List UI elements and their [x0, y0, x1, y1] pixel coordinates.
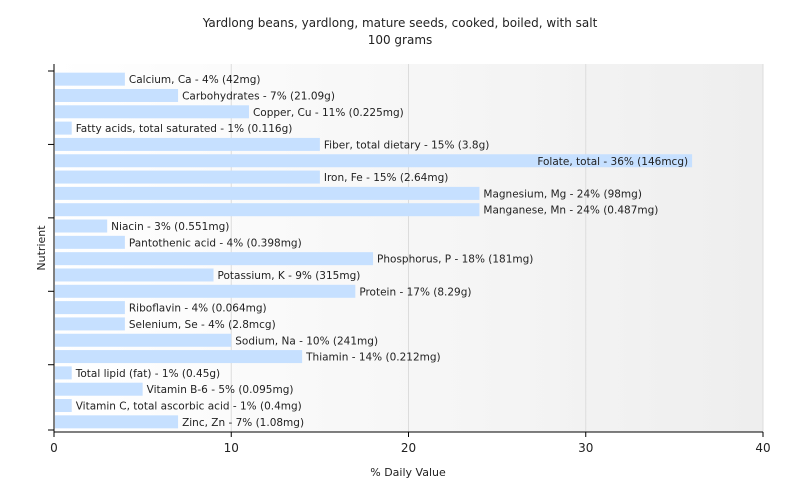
bar-value-label: Folate, total - 36% (146mcg) [537, 156, 688, 168]
bar-value-label: Vitamin C, total ascorbic acid - 1% (0.4… [76, 401, 302, 413]
bar [55, 121, 72, 135]
bar-value-label: Potassium, K - 9% (315mg) [218, 270, 361, 282]
x-tick-labels: 0 10 20 30 40 [50, 441, 770, 455]
bar [55, 350, 303, 364]
bar-value-label: Phosphorus, P - 18% (181mg) [377, 254, 533, 266]
bar [55, 366, 72, 380]
bar-value-label: Total lipid (fat) - 1% (0.45g) [75, 368, 220, 380]
y-axis-label: Nutrient [35, 225, 48, 271]
bar-value-label: Manganese, Mn - 24% (0.487mg) [483, 205, 658, 217]
bar [55, 105, 249, 119]
x-axis-label: % Daily Value [370, 466, 446, 479]
bar [55, 235, 125, 249]
bar [55, 170, 320, 184]
bar [55, 72, 125, 86]
bar [55, 186, 480, 200]
bar [55, 301, 125, 315]
bar-value-label: Protein - 17% (8.29g) [359, 286, 471, 298]
bar [55, 219, 108, 233]
axes [48, 64, 764, 437]
bar [55, 203, 480, 217]
bar-labels: Calcium, Ca - 4% (42mg) Carbohydrates - 7… [75, 74, 688, 429]
bar-value-label: Niacin - 3% (0.551mg) [111, 221, 229, 233]
bar-value-label: Carbohydrates - 7% (21.09g) [182, 90, 335, 102]
bar-value-label: Calcium, Ca - 4% (42mg) [129, 74, 261, 86]
gridlines [230, 64, 764, 432]
bars [55, 72, 693, 429]
bar-value-label: Zinc, Zn - 7% (1.08mg) [182, 417, 304, 429]
bar [55, 317, 125, 331]
bar [55, 268, 214, 282]
bar [55, 252, 374, 266]
bar [55, 333, 232, 347]
bar-value-label: Iron, Fe - 15% (2.64mg) [324, 172, 448, 184]
bar-value-label: Riboflavin - 4% (0.064mg) [129, 303, 267, 315]
bar-value-label: Selenium, Se - 4% (2.8mcg) [129, 319, 276, 331]
x-tick-label: 10 [224, 441, 239, 455]
bar-value-label: Pantothenic acid - 4% (0.398mg) [129, 237, 302, 249]
bar-value-label: Fatty acids, total saturated - 1% (0.116… [76, 123, 293, 135]
bar-value-label: Copper, Cu - 11% (0.225mg) [253, 107, 404, 119]
bar [55, 88, 179, 102]
x-tick-label: 0 [50, 441, 58, 455]
x-tick-label: 40 [755, 441, 770, 455]
chart-title: Yardlong beans, yardlong, mature seeds, … [202, 16, 598, 30]
bar-value-label: Vitamin B-6 - 5% (0.095mg) [147, 384, 294, 396]
bar [55, 382, 143, 396]
bar [55, 137, 320, 151]
x-tick-label: 30 [578, 441, 593, 455]
chart-subtitle: 100 grams [368, 33, 433, 47]
bar [55, 154, 693, 168]
x-tick-label: 20 [401, 441, 416, 455]
bar-value-label: Thiamin - 14% (0.212mg) [305, 352, 441, 364]
bar-value-label: Fiber, total dietary - 15% (3.8g) [324, 139, 489, 151]
bar-value-label: Sodium, Na - 10% (241mg) [235, 335, 378, 347]
bar [55, 284, 356, 298]
bar-value-label: Magnesium, Mg - 24% (98mg) [483, 188, 642, 200]
bar [55, 415, 179, 429]
bar [55, 399, 72, 413]
